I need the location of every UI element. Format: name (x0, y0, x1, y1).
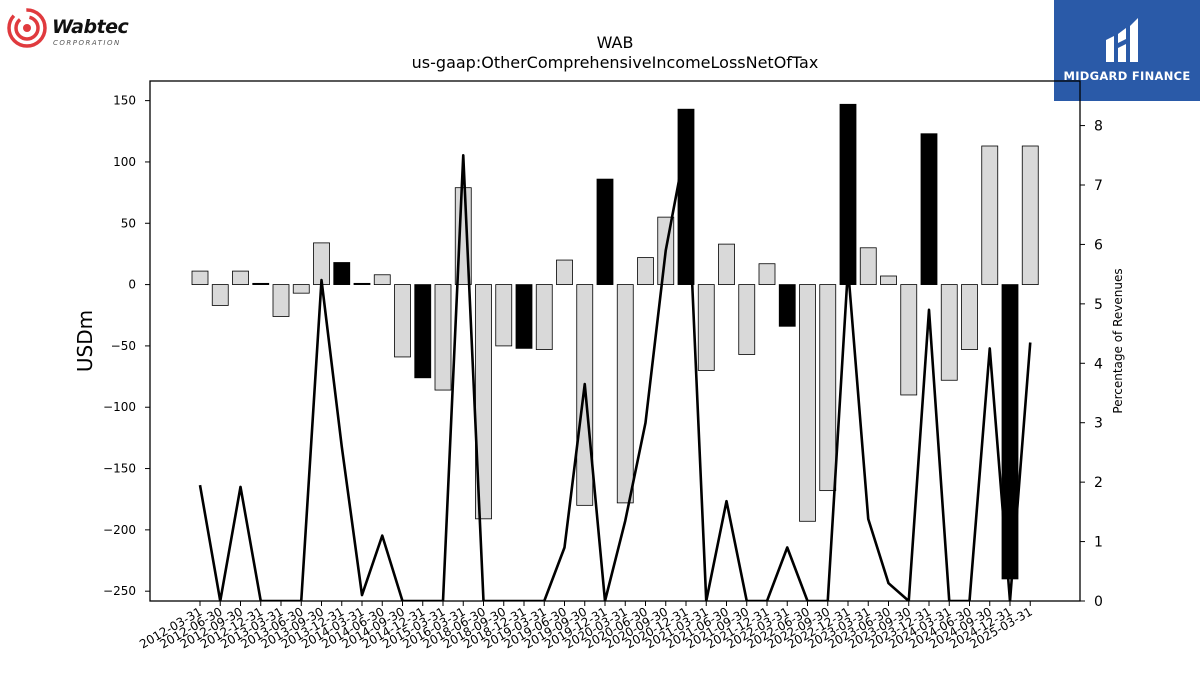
y-tick-label: 0 (128, 278, 136, 292)
bar (596, 178, 614, 285)
midgard-finance-name: MIDGARD FINANCE (1063, 69, 1191, 83)
bar (232, 270, 249, 285)
bar (313, 242, 330, 285)
wabtec-logo-name: Wabtec (52, 16, 129, 38)
y-tick-label: −250 (103, 584, 136, 598)
bar (1001, 284, 1019, 580)
y-tick-label: −100 (103, 400, 136, 414)
bar (718, 243, 735, 285)
bar (211, 284, 229, 306)
bar (272, 284, 290, 317)
percentage-line (198, 142, 1032, 601)
y2-tick-label: 3 (1094, 416, 1103, 432)
y-tick-label: −150 (103, 462, 136, 476)
wabtec-emblem-icon (7, 8, 47, 48)
bar (252, 282, 270, 285)
bar (414, 284, 432, 379)
chart-subtitle: us-gaap:OtherComprehensiveIncomeLossNetO… (412, 53, 819, 72)
bar (819, 284, 837, 492)
bar (697, 284, 715, 371)
bar (373, 274, 391, 285)
y2-tick-label: 6 (1094, 237, 1103, 253)
bar (940, 284, 958, 381)
bar (920, 133, 938, 285)
y2-tick-label: 1 (1094, 535, 1103, 551)
bar (333, 262, 351, 285)
y-tick-label: 150 (113, 94, 136, 108)
midgard-finance-logo: MIDGARD FINANCE (1054, 0, 1200, 101)
bar (191, 270, 209, 285)
chart-title: WAB (597, 33, 634, 52)
bar (394, 284, 411, 358)
bar (839, 103, 857, 285)
y2-tick-label: 8 (1094, 119, 1103, 135)
bar (637, 257, 654, 285)
y2-tick-label: 5 (1094, 297, 1103, 313)
y-tick-label: −200 (103, 523, 136, 537)
bar (981, 145, 999, 285)
bar (961, 284, 978, 350)
plot-frame (149, 80, 1081, 602)
bar (515, 284, 533, 349)
axes: 150100500−50−100−150−200−250012345678201… (103, 80, 1103, 651)
bar (556, 259, 573, 285)
wabtec-logo-subtitle: CORPORATION (53, 39, 121, 47)
bar (1021, 145, 1039, 285)
bar-series (191, 103, 1039, 580)
y2-tick-label: 0 (1094, 594, 1103, 610)
bar (880, 275, 897, 285)
bar (434, 284, 452, 391)
y2-tick-label: 4 (1094, 356, 1103, 372)
bar (859, 247, 877, 285)
bar (495, 284, 513, 347)
bar (778, 284, 796, 327)
y-axis-label: USDm (73, 310, 97, 372)
y-tick-label: −50 (111, 339, 136, 353)
midgard-emblem-icon (1106, 18, 1138, 62)
wabtec-logo: Wabtec CORPORATION (6, 6, 146, 52)
bar (353, 282, 371, 285)
line-series-group (198, 142, 1032, 601)
bar (292, 284, 310, 294)
bar (900, 284, 918, 396)
y2-axis-label: Percentage of Revenues (1111, 268, 1125, 413)
y2-tick-label: 2 (1094, 475, 1103, 491)
bar (535, 284, 553, 350)
bar (616, 284, 634, 504)
bar (758, 263, 776, 285)
bar (799, 284, 816, 522)
y-tick-label: 100 (113, 155, 136, 169)
bar (738, 284, 756, 355)
y-tick-label: 50 (121, 216, 136, 230)
y2-tick-label: 7 (1094, 178, 1103, 194)
